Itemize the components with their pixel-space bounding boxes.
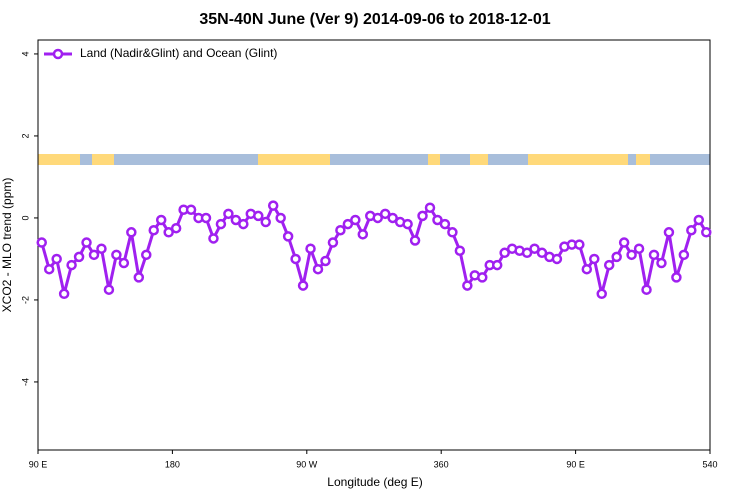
data-point (170, 222, 182, 234)
data-point (574, 239, 585, 250)
data-point (581, 263, 593, 275)
data-point (686, 224, 697, 236)
data-point (402, 218, 413, 230)
data-point (103, 284, 115, 295)
x-tick-label: 180 (165, 459, 180, 469)
x-tick-label: 90 W (296, 459, 318, 469)
data-point (417, 210, 428, 222)
legend-marker (52, 48, 64, 60)
data-point (671, 272, 682, 283)
data-point (551, 253, 563, 265)
data-point (603, 259, 615, 271)
data-point (693, 214, 705, 226)
data-point (379, 208, 391, 220)
data-point (618, 237, 630, 248)
data-point (678, 249, 690, 261)
data-point (66, 259, 77, 271)
data-point (424, 202, 436, 213)
data-point (387, 212, 398, 224)
data-point (342, 218, 354, 230)
y-tick-label: 0 (20, 215, 30, 220)
data-point (282, 231, 294, 242)
data-point (648, 249, 660, 261)
data-point (223, 208, 234, 220)
data-point (126, 227, 137, 238)
y-tick-label: -4 (20, 378, 30, 386)
plot-frame (37, 39, 711, 451)
data-point (305, 243, 316, 254)
data-point (327, 237, 339, 248)
data-point (701, 227, 712, 238)
data-point (350, 214, 361, 226)
x-tick-label: 90 E (29, 459, 48, 469)
data-point (88, 249, 100, 261)
land-ocean-band (38, 154, 710, 165)
data-point (656, 257, 667, 269)
x-axis-label: Longitude (deg E) (327, 475, 422, 489)
data-point (96, 243, 107, 254)
data-point (521, 247, 533, 259)
data-point (491, 259, 503, 271)
data-point (275, 212, 286, 224)
data-point (312, 263, 324, 275)
data-point (155, 214, 167, 226)
data-point (141, 249, 152, 261)
data-point (148, 224, 159, 236)
data-point (633, 243, 645, 254)
data-point (529, 243, 540, 254)
data-point (260, 216, 271, 228)
data-point (499, 247, 510, 259)
chart-title: 35N-40N June (Ver 9) 2014-09-06 to 2018-… (199, 11, 550, 28)
data-point (230, 214, 242, 226)
data-point (111, 249, 122, 261)
data-point (372, 212, 383, 224)
data-point (596, 288, 607, 300)
y-tick-label: -2 (20, 296, 30, 304)
data-point (51, 253, 62, 265)
data-point (297, 280, 309, 291)
data-point (36, 237, 47, 248)
data-point (589, 253, 600, 265)
data-point (133, 272, 145, 283)
data-point (200, 212, 212, 224)
data-point (641, 284, 652, 295)
data-point (73, 251, 85, 263)
data-point (462, 280, 473, 291)
data-point (432, 214, 443, 226)
data-point (253, 210, 264, 222)
data-point (320, 255, 331, 267)
data-point (335, 224, 346, 236)
y-axis-label: XCO2 - MLO trend (ppm) (0, 178, 14, 313)
data-point (439, 218, 451, 230)
data-point (163, 227, 174, 238)
data-point (626, 249, 637, 261)
y-tick-label: 4 (20, 51, 30, 56)
data-point (536, 247, 548, 259)
data-point (663, 227, 675, 238)
data-point (409, 235, 421, 246)
data-point (58, 288, 70, 300)
data-point (454, 245, 466, 256)
data-point (185, 204, 197, 215)
data-point (267, 200, 279, 211)
data-point (43, 263, 55, 275)
x-tick-label: 360 (434, 459, 449, 469)
x-tick-label: 90 E (566, 459, 585, 469)
legend-label: Land (Nadir&Glint) and Ocean (Glint) (80, 46, 277, 60)
data-point (238, 218, 249, 230)
x-tick-label: 540 (702, 459, 717, 469)
data-point (81, 237, 92, 248)
data-point (208, 233, 219, 244)
data-point (215, 218, 227, 230)
data-point (290, 253, 301, 265)
data-point (477, 272, 488, 283)
data-point (447, 227, 458, 238)
data-point (118, 257, 130, 269)
y-tick-label: 2 (20, 133, 30, 138)
data-point (611, 251, 622, 263)
data-point (357, 229, 369, 240)
